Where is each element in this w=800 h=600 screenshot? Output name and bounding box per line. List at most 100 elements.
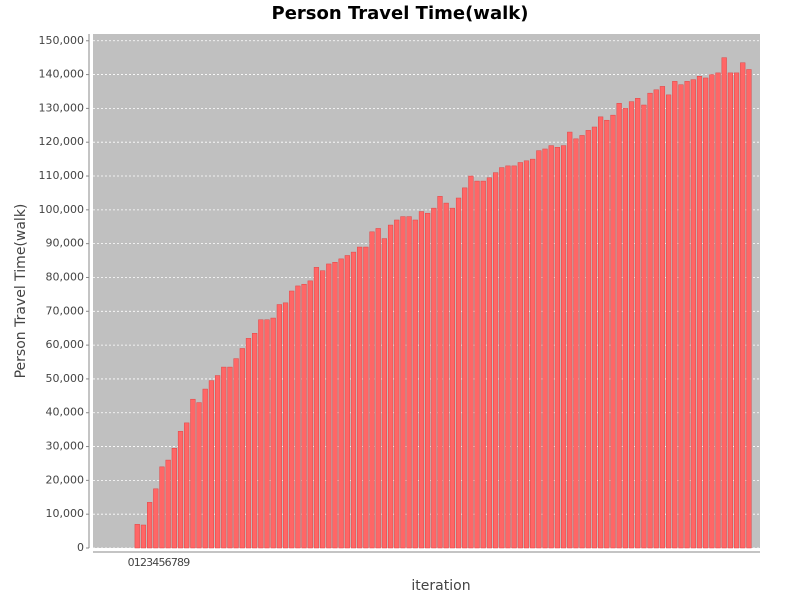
- bar: [270, 317, 276, 549]
- x-tick-label: 1: [134, 556, 141, 569]
- bar: [165, 459, 171, 549]
- bar: [400, 216, 406, 549]
- bar: [437, 196, 443, 549]
- bar: [536, 150, 542, 549]
- bar: [598, 116, 604, 549]
- bar: [332, 262, 338, 549]
- bar: [276, 304, 282, 549]
- bar: [425, 212, 431, 549]
- bar: [289, 290, 295, 549]
- bar: [431, 207, 437, 549]
- y-tick-label: 150,000: [39, 34, 85, 47]
- y-tick-label: 140,000: [39, 68, 85, 81]
- bar: [517, 162, 523, 549]
- y-tick-label: 40,000: [46, 406, 85, 419]
- x-tick-label: 5: [158, 556, 165, 569]
- y-tick-label: 100,000: [39, 203, 85, 216]
- x-tick-label: 2: [140, 556, 147, 569]
- bar: [313, 267, 320, 549]
- bar: [208, 380, 215, 549]
- y-tick-label: 0: [77, 541, 84, 554]
- bar: [505, 165, 511, 549]
- bar: [610, 114, 616, 549]
- bar: [542, 148, 548, 549]
- bar: [659, 86, 666, 549]
- bar: [622, 108, 628, 549]
- bar: [641, 104, 647, 549]
- y-tick-label: 70,000: [46, 304, 85, 317]
- bar: [585, 130, 591, 549]
- bar: [147, 502, 153, 549]
- bar: [326, 263, 332, 549]
- bar: [715, 72, 721, 549]
- bar: [591, 126, 598, 549]
- bar: [264, 319, 270, 549]
- x-tick-label: 6: [165, 556, 172, 569]
- bar: [443, 202, 449, 549]
- bar: [338, 258, 344, 549]
- bar: [239, 348, 245, 549]
- bar: [696, 76, 703, 549]
- bar: [579, 135, 585, 549]
- bar: [523, 160, 530, 549]
- bar: [196, 402, 202, 549]
- chart-title: Person Travel Time(walk): [272, 3, 529, 24]
- bar: [412, 219, 418, 549]
- y-tick-label: 130,000: [39, 101, 85, 114]
- bar: [406, 216, 412, 549]
- y-tick-label: 120,000: [39, 135, 85, 148]
- x-tick-label: 9: [183, 556, 190, 569]
- bar: [449, 207, 455, 549]
- bar: [709, 74, 715, 549]
- bar: [369, 231, 375, 549]
- bar: [387, 224, 394, 549]
- bar: [221, 366, 227, 549]
- bar: [548, 145, 554, 549]
- bar: [493, 172, 499, 549]
- bar: [227, 366, 233, 549]
- bar: [375, 228, 381, 549]
- bar: [721, 57, 727, 549]
- bar: [134, 524, 140, 549]
- bar: [703, 77, 709, 549]
- bar: [486, 177, 493, 549]
- bar: [733, 72, 740, 549]
- y-tick-label: 90,000: [46, 237, 85, 250]
- y-tick-label: 110,000: [39, 169, 85, 182]
- bar: [344, 255, 350, 549]
- bar: [462, 187, 468, 549]
- bar: [628, 101, 635, 549]
- bar: [171, 447, 177, 549]
- bar: [672, 81, 678, 549]
- y-tick-label: 20,000: [46, 473, 85, 486]
- bar: [320, 270, 326, 549]
- bar: [573, 138, 579, 549]
- bar: [301, 283, 307, 549]
- bar: [357, 246, 363, 549]
- bar: [177, 431, 184, 549]
- bar: [511, 165, 517, 549]
- x-tick-label: 0: [128, 556, 135, 569]
- bar: [140, 524, 147, 549]
- x-tick-label: 4: [152, 556, 159, 569]
- y-tick-label: 80,000: [46, 270, 85, 283]
- bar: [499, 167, 505, 549]
- bar: [363, 246, 369, 549]
- bar: [684, 81, 690, 549]
- x-tick-label: 7: [171, 556, 178, 569]
- bar: [418, 211, 425, 549]
- bar: [214, 375, 221, 549]
- bar: [282, 302, 289, 549]
- bar: [746, 69, 752, 549]
- bar: [252, 333, 258, 549]
- bar: [202, 388, 208, 549]
- bar: [727, 72, 733, 549]
- bar: [635, 98, 641, 549]
- bar: [350, 251, 357, 549]
- bar: [480, 180, 486, 549]
- y-tick-label: 60,000: [46, 338, 85, 351]
- bar: [190, 398, 196, 549]
- bar: [616, 103, 622, 549]
